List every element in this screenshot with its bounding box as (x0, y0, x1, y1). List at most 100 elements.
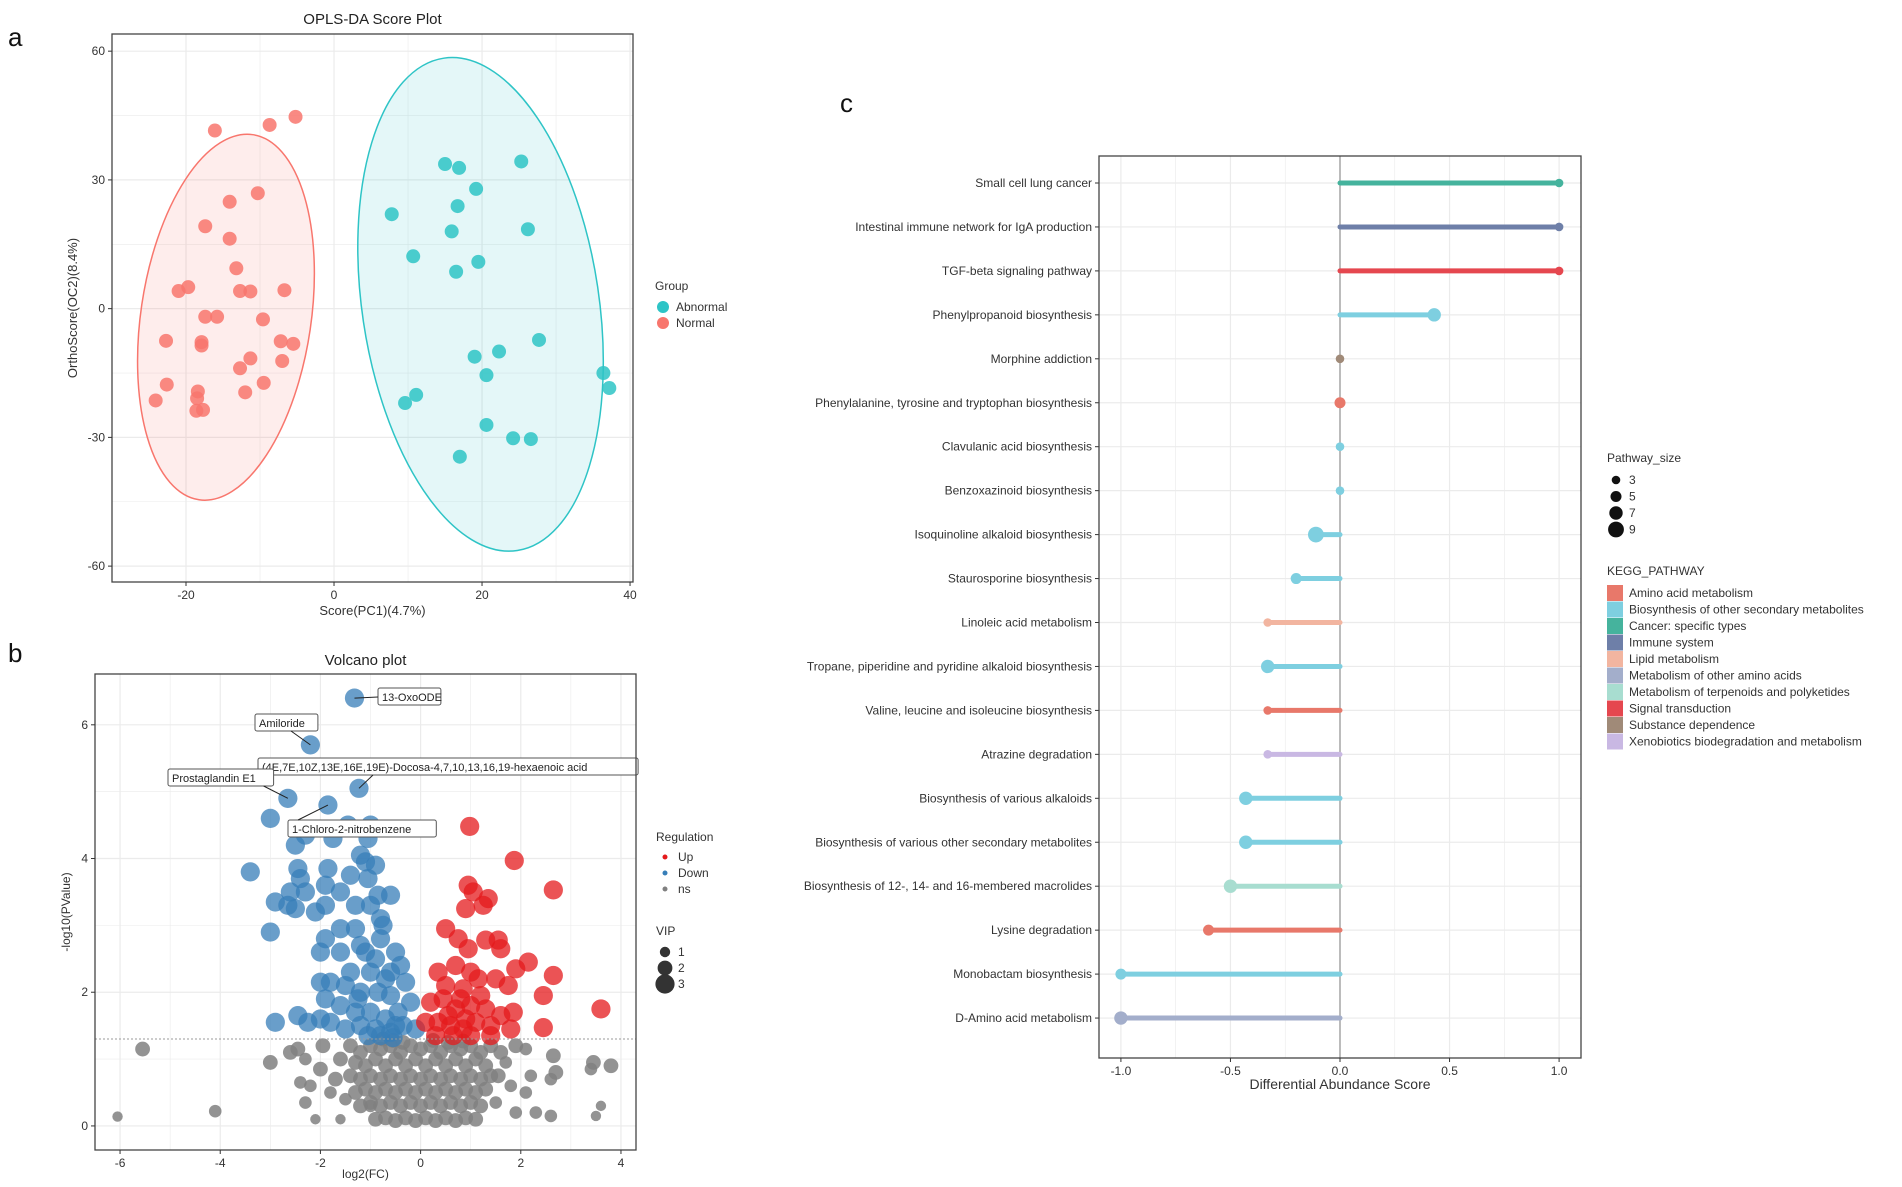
data-point-down (288, 1006, 308, 1026)
legend-key-size (1610, 491, 1622, 502)
data-point-down (285, 899, 305, 919)
data-point-normal (233, 361, 248, 376)
data-point-down (345, 919, 366, 939)
data-point-up (481, 1026, 501, 1046)
chart-title: Volcano plot (325, 652, 408, 669)
data-point-up (438, 1006, 458, 1026)
legend-key-pathway (1607, 717, 1623, 733)
legend-key-vip (657, 960, 673, 976)
annotation-leader-line (297, 804, 329, 821)
legend-key-abnormal (657, 301, 669, 313)
data-point-normal (256, 375, 271, 390)
legend-key-size (1611, 475, 1621, 485)
legend-label: Down (678, 866, 709, 880)
pathway-label: Morphine addiction (991, 352, 1092, 366)
data-point-down (300, 735, 320, 755)
annotation-label: Amiloride (259, 718, 305, 730)
lollipop-point (1263, 706, 1272, 715)
lollipop-point (1114, 1011, 1128, 1025)
lollipop-point (1554, 222, 1564, 232)
data-point-up (458, 939, 478, 959)
pathway-label: Isoquinoline alkaloid biosynthesis (915, 528, 1092, 542)
annotation-label: Prostaglandin E1 (172, 773, 256, 785)
data-point-ns (299, 1096, 312, 1109)
data-point-ns (473, 1098, 489, 1114)
lollipop-point (1554, 266, 1564, 276)
data-point-ns (509, 1106, 523, 1119)
data-point-ns (524, 1069, 538, 1083)
score-plot-y-tick-label: 0 (98, 302, 105, 316)
data-point-down (330, 942, 351, 962)
score-plot-x-tick-label: -20 (177, 588, 195, 602)
pathway-label: D-Amino acid metabolism (955, 1011, 1092, 1025)
legend-label: 9 (1629, 523, 1636, 537)
data-point-up (471, 985, 491, 1006)
legend-label: Lipid metabolism (1629, 652, 1719, 666)
data-point-up (543, 880, 563, 900)
volcano-x-tick-label: 2 (517, 1156, 524, 1170)
lollipop-point (1554, 178, 1564, 188)
legend-label: Amino acid metabolism (1629, 586, 1753, 600)
data-point-down (345, 895, 366, 915)
data-point-down (365, 949, 386, 969)
data-point-down (358, 868, 378, 889)
volcano-y-tick-label: 0 (81, 1119, 88, 1133)
pathway-label: Atrazine degradation (981, 747, 1092, 761)
pathway-label: Clavulanic acid biosynthesis (942, 440, 1092, 454)
data-point-abnormal (506, 431, 521, 446)
data-point-up (504, 850, 524, 871)
x-axis-label: log2(FC) (342, 1167, 389, 1181)
pathway-label: Linoleic acid metabolism (961, 616, 1092, 630)
data-point-down (320, 972, 341, 992)
legend-label: 1 (678, 945, 685, 959)
lollipop-point (1290, 573, 1302, 585)
data-point-normal (196, 402, 211, 417)
data-point-ns (304, 1079, 317, 1093)
volcano-x-tick-label: -6 (115, 1156, 126, 1170)
pathway-label: Phenylpropanoid biosynthesis (933, 308, 1092, 322)
data-point-normal (190, 391, 205, 406)
score-plot-panel-border (111, 33, 634, 583)
data-point-down (348, 989, 368, 1009)
pathway-label: Monobactam biosynthesis (953, 967, 1092, 981)
y-axis-label: OrthoScore(OC2)(8.4%) (65, 238, 80, 378)
data-point-abnormal (452, 160, 467, 175)
data-point-up (533, 1018, 553, 1038)
data-point-normal (222, 194, 237, 209)
data-point-normal (255, 312, 270, 327)
lollipop-point (1263, 618, 1272, 627)
legend-key-pathway (1607, 601, 1623, 618)
score-plot-x-tick-label: 40 (623, 588, 637, 602)
data-point-down (315, 875, 336, 895)
pathway-label: Valine, leucine and isoleucine biosynthe… (865, 703, 1092, 717)
volcano-y-tick-label: 4 (81, 852, 88, 866)
legend-label: Up (678, 850, 694, 864)
data-point-normal (286, 336, 301, 351)
data-point-ns (544, 1072, 558, 1086)
data-point-ns (478, 1081, 494, 1097)
data-point-down (344, 688, 365, 708)
data-point-normal (181, 280, 196, 295)
data-point-down (380, 985, 401, 1006)
pathway-label: Biosynthesis of various other secondary … (815, 835, 1092, 849)
legend-label: Signal transduction (1629, 702, 1731, 716)
data-point-up (533, 985, 553, 1006)
lollipop-point (1263, 750, 1272, 759)
data-point-normal (262, 117, 277, 132)
lollipop-x-tick-label: -1.0 (1111, 1064, 1132, 1078)
legend-label: Metabolism of other amino acids (1629, 669, 1802, 683)
data-point-ns (135, 1041, 150, 1057)
legend-title: Pathway_size (1607, 451, 1681, 465)
lollipop-point (1239, 835, 1253, 849)
data-point-ns (468, 1111, 484, 1127)
data-point-ns (208, 1104, 222, 1118)
data-point-abnormal (452, 449, 467, 464)
data-point-normal (288, 109, 303, 124)
legend-label: 2 (678, 961, 685, 975)
volcano-x-tick-label: -4 (215, 1156, 226, 1170)
data-point-normal (207, 123, 222, 138)
data-point-abnormal (492, 344, 507, 359)
volcano-x-tick-label: 4 (618, 1156, 625, 1170)
legend-key-size (1609, 506, 1623, 520)
legend-key-size (1608, 521, 1624, 538)
